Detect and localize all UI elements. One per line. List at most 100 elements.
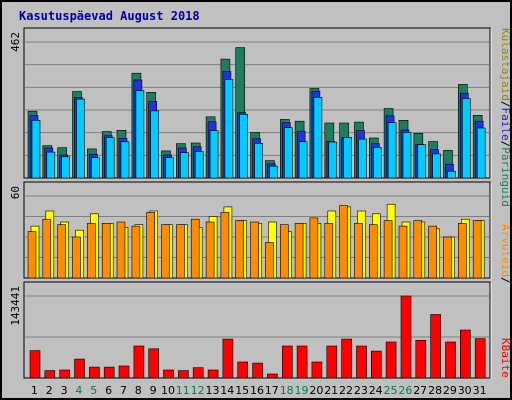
- x-tick-label-13: 13: [206, 384, 220, 397]
- bar-top-Faile-9: [150, 110, 159, 179]
- x-tick-label-6: 6: [105, 384, 112, 397]
- x-tick-label-10: 10: [161, 384, 175, 397]
- legend-item-top-4: Päringuid: [499, 147, 510, 207]
- bar-top-Faile-29: [447, 170, 456, 179]
- x-tick-label-25: 25: [384, 384, 398, 397]
- bar-bottom-KBaite-2: [44, 370, 56, 379]
- bar-bottom-KBaite-8: [133, 345, 145, 379]
- bar-bottom-KBaite-1: [29, 350, 41, 379]
- bar-middle-Arvuteid-22: [339, 205, 348, 279]
- x-tick-label-4: 4: [75, 384, 82, 397]
- bar-top-Faile-31: [476, 127, 486, 179]
- bar-middle-Arvuteid-30: [457, 223, 467, 279]
- bar-middle-Arvuteid-5: [87, 223, 96, 279]
- bar-middle-Arvuteid-1: [27, 231, 37, 279]
- legend-top: Külastajaid/Faile/Päringuid: [499, 28, 510, 207]
- bar-top-Faile-17: [269, 165, 278, 179]
- x-tick-label-20: 20: [309, 384, 323, 397]
- bar-top-Faile-7: [120, 141, 130, 179]
- y-max-label-1: 60: [9, 186, 22, 199]
- bar-top-Faile-13: [209, 130, 219, 179]
- bar-top-Faile-21: [328, 141, 338, 179]
- bar-middle-Arvuteid-4: [72, 236, 81, 279]
- x-tick-label-11: 11: [176, 384, 190, 397]
- x-tick-label-23: 23: [354, 384, 368, 397]
- bar-middle-Arvuteid-27: [413, 220, 423, 279]
- legend-item-top-3: /: [499, 141, 510, 148]
- bar-top-Faile-12: [194, 151, 204, 179]
- bar-middle-Arvuteid-3: [57, 224, 67, 279]
- legend-item-top-0: Külastajaid: [499, 28, 510, 101]
- bar-middle-Arvuteid-16: [250, 221, 259, 279]
- x-tick-label-5: 5: [90, 384, 97, 397]
- bar-top-Faile-28: [432, 153, 441, 179]
- x-tick-label-27: 27: [413, 384, 427, 397]
- bar-bottom-KBaite-29: [445, 341, 456, 379]
- x-tick-label-21: 21: [324, 384, 338, 397]
- bar-bottom-KBaite-4: [74, 358, 85, 379]
- bar-top-Faile-8: [135, 90, 145, 179]
- bar-top-Faile-27: [417, 144, 427, 179]
- x-tick-label-16: 16: [250, 384, 264, 397]
- bar-bottom-KBaite-31: [474, 338, 486, 379]
- legend-item-bottom-0: KBaite: [499, 338, 510, 378]
- bar-bottom-KBaite-9: [148, 348, 159, 379]
- bar-bottom-KBaite-15: [237, 361, 248, 379]
- x-tick-label-28: 28: [428, 384, 442, 397]
- bar-middle-Arvuteid-23: [354, 223, 363, 279]
- x-tick-label-17: 17: [265, 384, 279, 397]
- bar-bottom-KBaite-12: [192, 367, 204, 379]
- bar-bottom-KBaite-13: [207, 369, 219, 379]
- bar-bottom-KBaite-22: [341, 338, 352, 379]
- x-tick-label-2: 2: [46, 384, 53, 397]
- y-max-label-2: 143441: [9, 286, 22, 326]
- bar-bottom-KBaite-11: [178, 370, 189, 379]
- bar-top-Faile-20: [313, 97, 323, 179]
- bar-top-Faile-2: [46, 151, 56, 179]
- bar-middle-Arvuteid-19: [294, 223, 304, 279]
- bar-bottom-KBaite-23: [356, 345, 367, 379]
- bar-middle-Arvuteid-24: [368, 224, 378, 279]
- legend-item-middle-1: /: [499, 277, 510, 284]
- bar-bottom-KBaite-19: [296, 345, 308, 379]
- bar-bottom-KBaite-28: [430, 314, 441, 379]
- bar-middle-Arvuteid-14: [220, 212, 230, 279]
- bar-bottom-KBaite-27: [415, 339, 427, 379]
- bar-bottom-KBaite-25: [385, 341, 397, 379]
- x-tick-label-18: 18: [280, 384, 294, 397]
- bar-top-Faile-6: [105, 137, 115, 179]
- legend-item-top-1: /: [499, 101, 510, 108]
- bar-bottom-KBaite-16: [252, 362, 263, 379]
- bar-top-Faile-15: [239, 114, 248, 179]
- bar-top-Faile-4: [76, 98, 85, 179]
- x-tick-label-30: 30: [458, 384, 472, 397]
- bar-bottom-KBaite-26: [400, 295, 412, 379]
- bar-bottom-KBaite-10: [163, 369, 174, 379]
- bar-top-Faile-16: [254, 143, 263, 179]
- bar-middle-Arvuteid-18: [279, 224, 289, 279]
- bar-top-Faile-26: [402, 132, 412, 179]
- bar-top-Faile-5: [91, 157, 100, 179]
- bar-middle-Arvuteid-21: [324, 223, 334, 279]
- bar-bottom-KBaite-20: [311, 361, 323, 379]
- bar-middle-Arvuteid-2: [42, 218, 52, 279]
- bar-middle-Arvuteid-31: [472, 220, 482, 279]
- bar-middle-Arvuteid-9: [146, 212, 155, 279]
- bar-top-Faile-14: [224, 79, 234, 179]
- bar-bottom-KBaite-14: [222, 338, 234, 379]
- x-tick-label-14: 14: [220, 384, 234, 397]
- bar-middle-Arvuteid-29: [443, 236, 452, 279]
- x-tick-label-8: 8: [135, 384, 142, 397]
- x-tick-label-12: 12: [191, 384, 205, 397]
- bar-bottom-KBaite-21: [326, 345, 338, 379]
- x-tick-label-7: 7: [120, 384, 127, 397]
- bar-middle-Arvuteid-28: [428, 225, 437, 279]
- x-tick-label-24: 24: [369, 384, 383, 397]
- x-tick-label-26: 26: [398, 384, 412, 397]
- bar-middle-Arvuteid-8: [131, 225, 141, 279]
- bar-top-Faile-1: [31, 120, 41, 179]
- bar-top-Faile-24: [372, 147, 382, 179]
- x-tick-label-9: 9: [150, 384, 157, 397]
- bar-middle-Arvuteid-26: [398, 225, 408, 279]
